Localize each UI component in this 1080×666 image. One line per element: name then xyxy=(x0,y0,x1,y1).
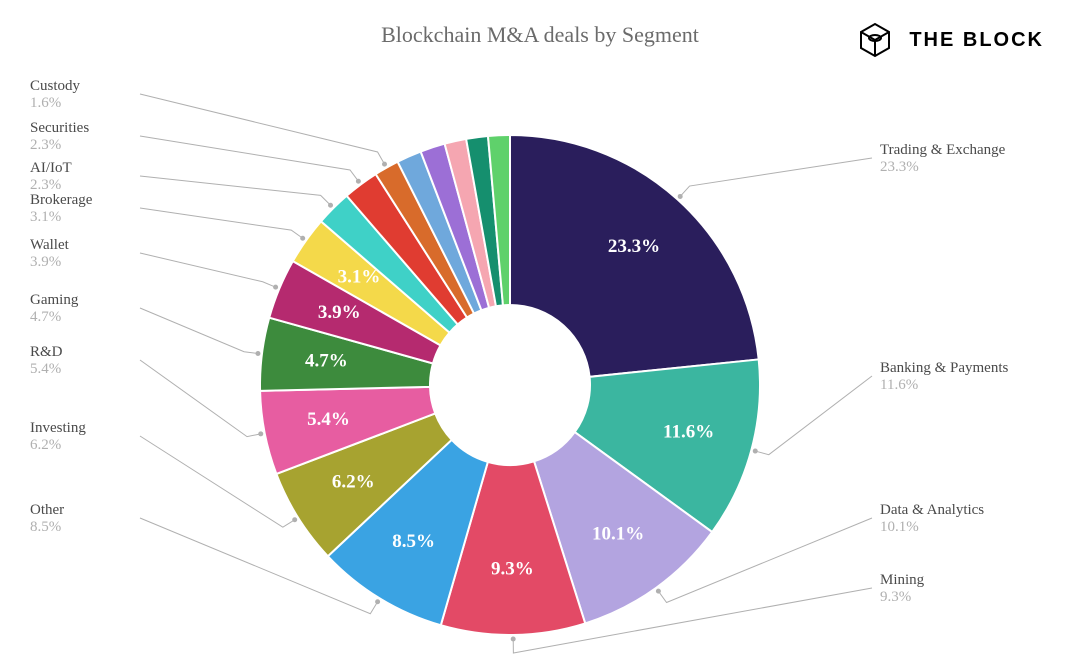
segment-pct: 3.1% xyxy=(30,209,92,226)
segment-pct: 8.5% xyxy=(30,519,64,536)
segment-pct: 2.3% xyxy=(30,177,72,194)
segment-pct: 23.3% xyxy=(880,159,1005,176)
leader-line xyxy=(140,308,258,353)
donut-hole xyxy=(430,305,590,465)
segment-pct: 3.9% xyxy=(30,254,69,271)
leader-line xyxy=(140,360,261,437)
segment-name: Brokerage xyxy=(30,192,92,209)
segment-label: Wallet3.9% xyxy=(30,237,69,272)
leader-line xyxy=(140,94,385,164)
segment-pct: 10.1% xyxy=(880,519,984,536)
slice-pct-label: 23.3% xyxy=(608,236,660,257)
slice-pct-label: 8.5% xyxy=(392,531,435,552)
segment-name: Mining xyxy=(880,572,924,589)
segment-label: Brokerage3.1% xyxy=(30,192,92,227)
segment-label: AI/IoT2.3% xyxy=(30,160,72,195)
segment-label: Banking & Payments11.6% xyxy=(880,360,1008,395)
segment-label: Custody1.6% xyxy=(30,78,80,113)
segment-label: Data & Analytics10.1% xyxy=(880,502,984,537)
segment-pct: 5.4% xyxy=(30,361,63,378)
segment-name: Trading & Exchange xyxy=(880,142,1005,159)
segment-name: Data & Analytics xyxy=(880,502,984,519)
segment-pct: 1.6% xyxy=(30,95,80,112)
slice-pct-label: 6.2% xyxy=(332,472,375,493)
segment-pct: 6.2% xyxy=(30,437,86,454)
segment-label: R&D5.4% xyxy=(30,344,63,379)
segment-label: Other8.5% xyxy=(30,502,64,537)
slice-pct-label: 10.1% xyxy=(592,524,644,545)
leader-line xyxy=(140,253,276,287)
segment-name: Custody xyxy=(30,78,80,95)
segment-pct: 11.6% xyxy=(880,377,1008,394)
slice-pct-label: 5.4% xyxy=(307,409,350,430)
leader-line xyxy=(140,176,331,205)
segment-label: Trading & Exchange23.3% xyxy=(880,142,1005,177)
slice-pct-label: 9.3% xyxy=(491,558,534,579)
segment-name: Banking & Payments xyxy=(880,360,1008,377)
leader-line xyxy=(140,136,358,181)
leader-line xyxy=(140,208,303,238)
segment-pct: 9.3% xyxy=(880,589,924,606)
segment-name: Investing xyxy=(30,420,86,437)
slice-pct-label: 3.9% xyxy=(318,302,361,323)
slice-pct-label: 3.1% xyxy=(338,266,381,287)
segment-name: Other xyxy=(30,502,64,519)
pie-chart: 23.3% 11.6% 10.1% 9.3% 8.5% 6.2% 5.4% 4.7% 3.9% 3… xyxy=(0,0,1080,666)
segment-name: R&D xyxy=(30,344,63,361)
segment-name: Securities xyxy=(30,120,89,137)
segment-pct: 2.3% xyxy=(30,137,89,154)
leader-line xyxy=(755,376,872,455)
segment-pct: 4.7% xyxy=(30,309,78,326)
segment-label: Gaming4.7% xyxy=(30,292,78,327)
segment-name: Gaming xyxy=(30,292,78,309)
segment-label: Securities2.3% xyxy=(30,120,89,155)
slice-pct-label: 4.7% xyxy=(305,350,348,371)
leader-line xyxy=(680,158,872,196)
segment-label: Investing6.2% xyxy=(30,420,86,455)
segment-name: AI/IoT xyxy=(30,160,72,177)
slice-pct-label: 11.6% xyxy=(663,421,714,442)
segment-name: Wallet xyxy=(30,237,69,254)
segment-label: Mining9.3% xyxy=(880,572,924,607)
